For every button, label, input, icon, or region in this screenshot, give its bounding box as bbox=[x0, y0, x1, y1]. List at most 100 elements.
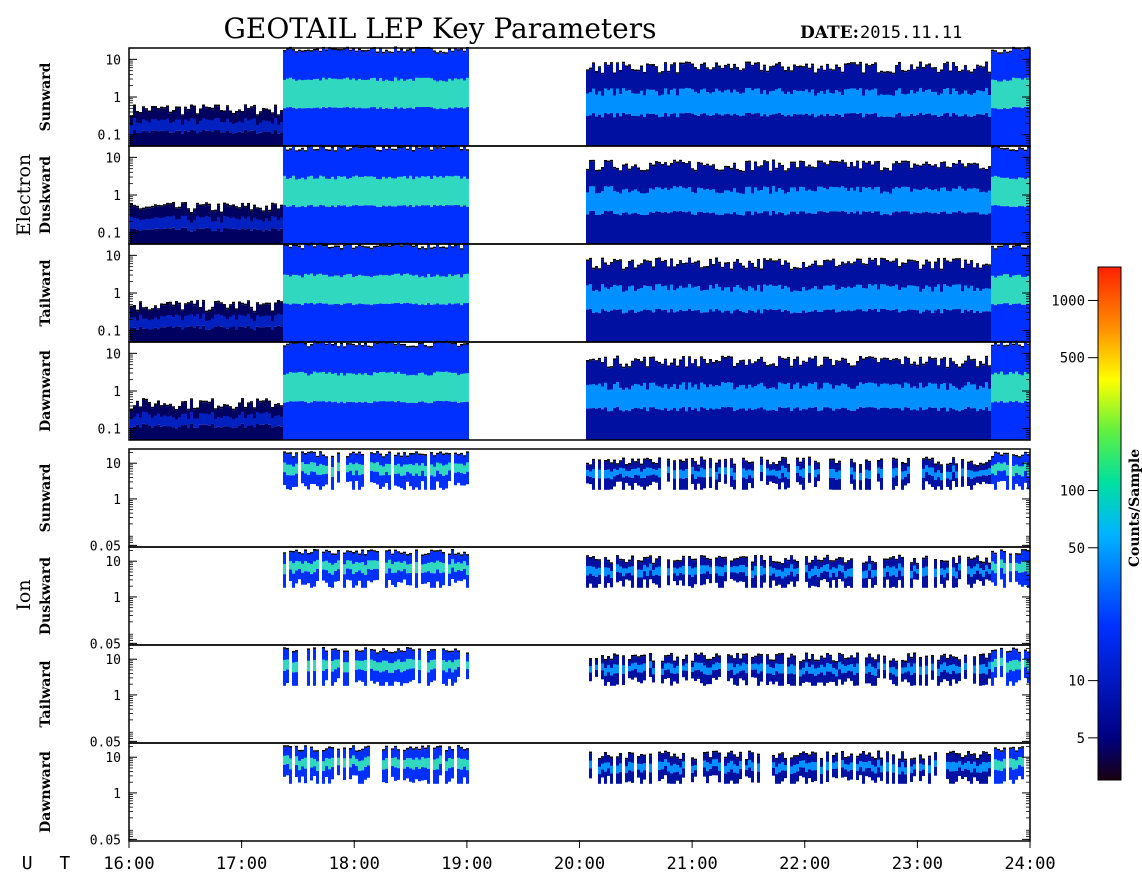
spectrogram-cell bbox=[460, 150, 463, 193]
spectrogram-cell bbox=[916, 262, 919, 299]
spectrogram-cell bbox=[934, 189, 937, 213]
spectrogram-edge bbox=[868, 161, 871, 163]
spectrogram-cell bbox=[256, 208, 259, 225]
spectrogram-edge bbox=[796, 356, 799, 359]
spectrogram-edge bbox=[190, 211, 193, 214]
spectrogram-cell bbox=[283, 175, 286, 206]
spectrogram-edge bbox=[388, 451, 391, 453]
spectrogram-cell bbox=[724, 90, 727, 115]
spectrogram-cell bbox=[412, 402, 415, 440]
spectrogram-cell bbox=[466, 107, 469, 146]
spectrogram-cell bbox=[352, 373, 355, 403]
spectrogram-cell bbox=[349, 373, 352, 402]
spectrogram-cell bbox=[820, 366, 823, 400]
spectrogram-edge bbox=[961, 458, 964, 461]
spectrogram-edge bbox=[283, 50, 286, 52]
spectrogram-edge bbox=[961, 163, 964, 165]
spectrogram-edge bbox=[310, 344, 313, 346]
spectrogram-edge bbox=[400, 343, 403, 346]
spectrogram-cell bbox=[175, 302, 178, 321]
spectrogram-cell bbox=[646, 309, 649, 342]
spectrogram-cell bbox=[721, 69, 724, 104]
spectrogram-cell bbox=[646, 89, 649, 114]
spectrogram-cell bbox=[304, 244, 307, 289]
spectrogram-cell bbox=[817, 474, 820, 482]
spectrogram-edge bbox=[619, 460, 622, 462]
spectrogram-cell bbox=[436, 342, 439, 387]
spectrogram-cell bbox=[790, 94, 793, 117]
spectrogram-edge bbox=[931, 457, 934, 460]
spectrogram-cell bbox=[145, 229, 148, 244]
spectrogram-cell bbox=[238, 110, 241, 127]
spectrogram-cell bbox=[685, 411, 688, 440]
spectrogram-edge bbox=[721, 266, 724, 269]
spectrogram-cell bbox=[271, 113, 274, 129]
spectrogram-cell bbox=[448, 176, 451, 206]
spectrogram-cell bbox=[748, 112, 751, 146]
spectrogram-cell bbox=[823, 382, 826, 408]
spectrogram-cell bbox=[712, 288, 715, 312]
spectrogram-cell bbox=[424, 305, 427, 342]
spectrogram-cell bbox=[304, 79, 307, 109]
spectrogram-edge bbox=[817, 366, 820, 368]
spectrogram-cell bbox=[652, 290, 655, 313]
spectrogram-cell bbox=[451, 276, 454, 305]
spectrogram-cell bbox=[283, 51, 286, 95]
spectrogram-cell bbox=[241, 204, 244, 223]
spectrogram-cell bbox=[922, 468, 925, 478]
spectrogram-cell bbox=[586, 470, 589, 476]
spectrogram-edge bbox=[286, 48, 289, 50]
spectrogram-edge bbox=[340, 342, 343, 345]
spectrogram-cell bbox=[355, 175, 358, 205]
spectrogram-cell bbox=[826, 113, 829, 146]
spectrogram-cell bbox=[808, 383, 811, 408]
y-tick-label: 0.1 bbox=[98, 423, 121, 438]
spectrogram-cell bbox=[172, 227, 175, 244]
spectrogram-cell bbox=[928, 263, 931, 299]
spectrogram-edge bbox=[682, 356, 685, 358]
spectrogram-cell bbox=[721, 382, 724, 407]
spectrogram-cell bbox=[307, 347, 310, 390]
spectrogram-edge bbox=[1024, 247, 1027, 250]
spectrogram-cell bbox=[289, 106, 292, 146]
spectrogram-edge bbox=[970, 71, 973, 74]
spectrogram-cell bbox=[424, 48, 427, 93]
spectrogram-cell bbox=[373, 148, 376, 192]
spectrogram-cell bbox=[382, 466, 385, 476]
spectrogram-cell bbox=[250, 107, 253, 125]
spectrogram-cell bbox=[334, 275, 337, 304]
spectrogram-cell bbox=[463, 108, 466, 146]
spectrogram-cell bbox=[937, 477, 940, 487]
spectrogram-cell bbox=[844, 113, 847, 146]
spectrogram-cell bbox=[433, 372, 436, 402]
spectrogram-cell bbox=[856, 186, 859, 212]
spectrogram-cell bbox=[808, 92, 811, 116]
spectrogram-cell bbox=[796, 91, 799, 115]
spectrogram-cell bbox=[463, 474, 466, 486]
spectrogram-cell bbox=[304, 401, 307, 440]
spectrogram-cell bbox=[964, 213, 967, 244]
spectrogram-edge bbox=[283, 451, 286, 453]
spectrogram-cell bbox=[400, 176, 403, 206]
spectrogram-cell bbox=[685, 367, 688, 401]
spectrogram-cell bbox=[748, 310, 751, 342]
spectrogram-cell bbox=[613, 284, 616, 310]
panel-label: Sunward bbox=[38, 62, 54, 131]
spectrogram-cell bbox=[847, 286, 850, 311]
spectrogram-cell bbox=[427, 244, 430, 289]
spectrogram-cell bbox=[754, 64, 757, 101]
spectrogram-cell bbox=[991, 457, 994, 470]
spectrogram-cell bbox=[670, 284, 673, 310]
spectrogram-cell bbox=[385, 51, 388, 94]
spectrogram-cell bbox=[859, 309, 862, 342]
spectrogram-edge bbox=[880, 458, 883, 460]
spectrogram-cell bbox=[325, 402, 328, 440]
spectrogram-cell bbox=[787, 478, 790, 488]
spectrogram-edge bbox=[958, 258, 961, 260]
spectrogram-edge bbox=[604, 62, 607, 64]
spectrogram-edge bbox=[649, 459, 652, 461]
spectrogram-cell bbox=[181, 413, 184, 426]
spectrogram-cell bbox=[289, 77, 292, 107]
spectrogram-cell bbox=[709, 309, 712, 342]
spectrogram-cell bbox=[736, 409, 739, 440]
